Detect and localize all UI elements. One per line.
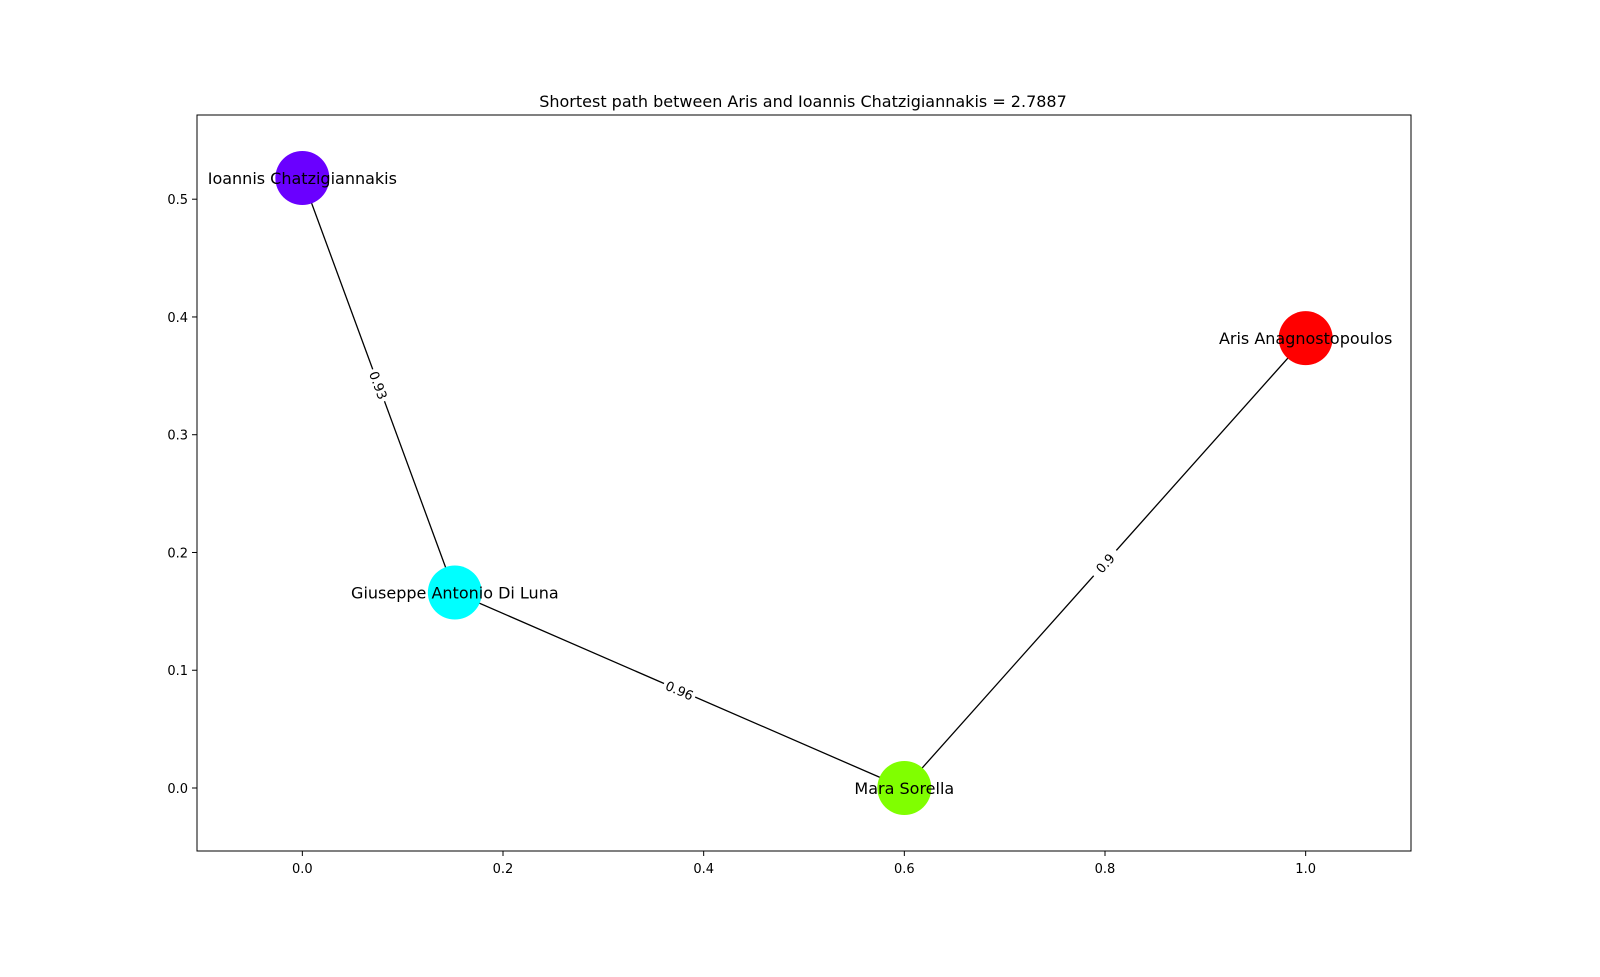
edge-label-background [660, 675, 699, 706]
y-tick-label: 0.3 [167, 429, 188, 444]
node-label-aris: Aris Anagnostopoulos [1219, 329, 1392, 348]
y-tick-label: 0.5 [167, 193, 188, 208]
node-mara [877, 760, 932, 815]
edge-label-background [1086, 544, 1124, 582]
x-tick-label: 0.8 [1095, 862, 1116, 877]
y-tick-label: 0.2 [167, 546, 188, 561]
edge-weight-label: 0.93 [364, 366, 393, 405]
edge-weight-text: 0.96 [663, 679, 696, 704]
plot-frame [196, 114, 1412, 852]
chart-title: Shortest path between Aris and Ioannis C… [539, 92, 1067, 111]
x-tick-label: 0.0 [292, 862, 313, 877]
x-tick-label: 0.6 [894, 862, 915, 877]
edge-weight-label: 0.96 [660, 675, 699, 706]
node-ioannis [275, 151, 330, 206]
nodes: Ioannis Chatzigiannakis Giuseppe Antonio … [208, 151, 1392, 815]
node-label-mara: Mara Sorella [854, 779, 954, 798]
edge-weight-label: 0.9 [1086, 544, 1124, 582]
edge-label-background [364, 366, 393, 405]
edges: 0.93 0.96 0.9 [301, 177, 1307, 789]
x-tick-label: 0.2 [493, 862, 514, 877]
y-tick-label: 0.1 [167, 664, 188, 679]
x-tick-label: 0.4 [693, 862, 714, 877]
x-axis: 0.0 0.2 0.4 0.6 0.8 1.0 [292, 851, 1316, 877]
node-label-ioannis: Ioannis Chatzigiannakis [208, 169, 397, 188]
x-tick-label: 1.0 [1295, 862, 1316, 877]
y-axis: 0.0 0.1 0.2 0.3 0.4 0.5 [167, 193, 197, 797]
y-tick-label: 0.0 [167, 782, 188, 797]
y-tick-label: 0.4 [167, 311, 188, 326]
node-aris [1278, 311, 1333, 366]
edge-weight-text: 0.93 [365, 370, 389, 402]
node-label-giuseppe: Giuseppe Antonio Di Luna [351, 584, 559, 603]
node-giuseppe [427, 565, 482, 620]
